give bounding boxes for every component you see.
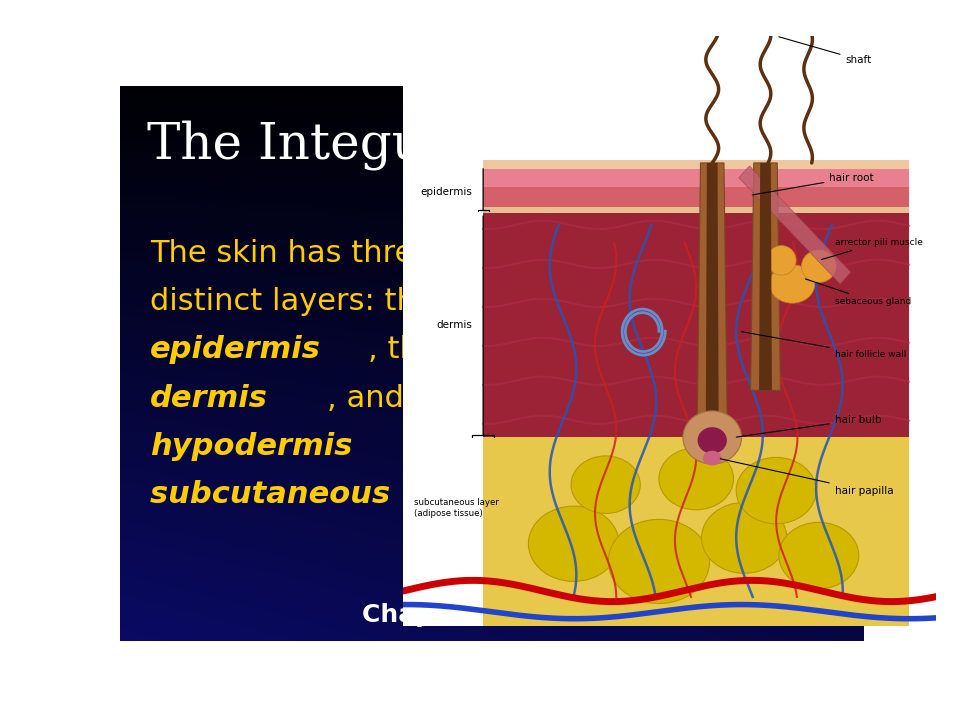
Text: subcutaneous  layer): subcutaneous layer) [150,480,511,509]
Text: .: . [516,480,525,509]
Polygon shape [739,166,851,284]
Ellipse shape [609,519,709,603]
Polygon shape [483,169,909,186]
Polygon shape [751,163,780,390]
Text: dermis: dermis [437,320,472,330]
Polygon shape [483,160,909,169]
Text: sebaceous gland: sebaceous gland [805,279,911,306]
Text: distinct layers: the: distinct layers: the [150,287,434,316]
Text: , and the: , and the [327,384,465,413]
Text: dermis: dermis [150,384,268,413]
Ellipse shape [571,456,640,513]
Text: Chapter 4 – The Skin and Its Parts: Chapter 4 – The Skin and Its Parts [363,603,842,627]
Text: hair root: hair root [753,173,874,195]
Polygon shape [483,438,909,626]
Ellipse shape [683,411,741,464]
Text: The Integumentary System: The Integumentary System [147,120,837,170]
Text: arrector pili muscle: arrector pili muscle [822,238,923,260]
Text: epidermis: epidermis [420,187,472,197]
Ellipse shape [703,451,722,466]
Ellipse shape [698,427,727,454]
Ellipse shape [770,265,815,303]
Ellipse shape [528,506,619,581]
Polygon shape [483,213,909,438]
Ellipse shape [736,457,816,524]
Text: (or: (or [432,432,482,461]
Ellipse shape [779,522,859,589]
Text: epidermis: epidermis [150,336,321,364]
Text: subcutaneous layer
(adipose tissue): subcutaneous layer (adipose tissue) [414,498,499,518]
Polygon shape [697,163,727,420]
Polygon shape [483,166,909,213]
Polygon shape [706,163,719,420]
Text: hair follicle wall: hair follicle wall [741,332,906,359]
Ellipse shape [702,503,787,573]
Ellipse shape [802,250,836,282]
Polygon shape [483,186,909,207]
Text: , the: , the [369,336,438,364]
Polygon shape [759,163,772,390]
Ellipse shape [767,246,796,275]
Text: hypodermis: hypodermis [150,432,352,461]
Text: The skin has three: The skin has three [150,239,432,268]
Text: hair bulb: hair bulb [736,415,881,437]
Ellipse shape [659,448,733,510]
Text: shaft: shaft [779,37,872,65]
Text: hair papilla: hair papilla [720,459,894,495]
